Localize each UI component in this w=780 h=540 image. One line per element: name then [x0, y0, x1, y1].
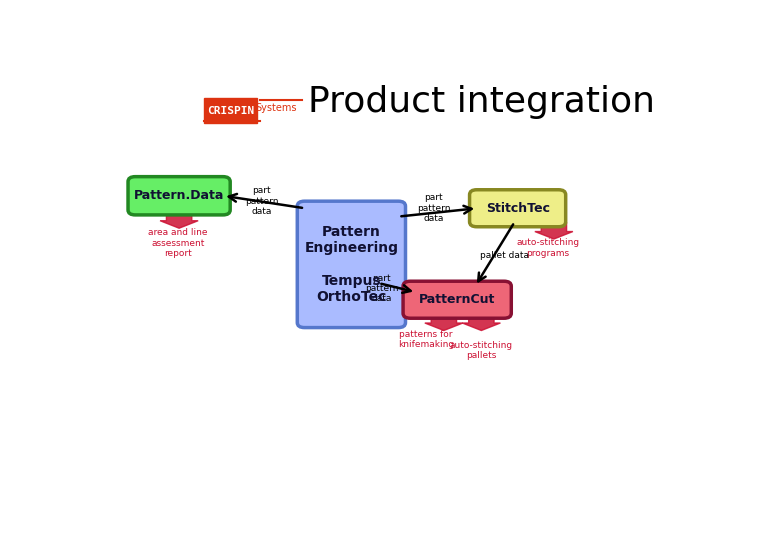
Text: StitchTec: StitchTec — [486, 202, 550, 215]
Text: pallet data: pallet data — [480, 251, 529, 260]
FancyBboxPatch shape — [128, 177, 230, 215]
FancyBboxPatch shape — [297, 201, 406, 328]
Text: Product integration: Product integration — [308, 85, 655, 119]
FancyBboxPatch shape — [470, 190, 566, 227]
Text: part
pattern
data: part pattern data — [245, 186, 278, 216]
FancyBboxPatch shape — [204, 98, 257, 123]
Polygon shape — [160, 212, 198, 228]
Text: area and line
assessment
report: area and line assessment report — [148, 228, 207, 258]
Polygon shape — [425, 314, 463, 330]
Polygon shape — [535, 222, 573, 239]
Text: Pattern
Engineering

Tempus
OrthoTec: Pattern Engineering Tempus OrthoTec — [304, 225, 399, 304]
Polygon shape — [463, 314, 501, 330]
Text: part
pattern
data: part pattern data — [417, 193, 450, 223]
Text: part
pattern
data: part pattern data — [365, 274, 399, 303]
FancyBboxPatch shape — [403, 281, 511, 318]
Text: Systems: Systems — [256, 104, 297, 113]
Text: patterns for
knifemaking: patterns for knifemaking — [398, 329, 454, 349]
Text: auto-stitching
programs: auto-stitching programs — [516, 238, 580, 258]
Text: PatternCut: PatternCut — [419, 293, 495, 306]
Text: auto-stitching
pallets: auto-stitching pallets — [450, 341, 513, 360]
Text: Pattern.Data: Pattern.Data — [134, 190, 225, 202]
Text: CRISPIN: CRISPIN — [207, 105, 254, 116]
